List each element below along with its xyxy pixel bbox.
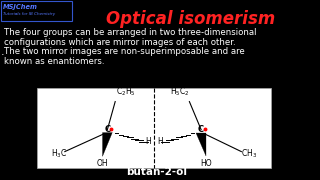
Text: .: . [1, 47, 4, 57]
Text: $\mathregular{H_3C}$: $\mathregular{H_3C}$ [51, 147, 68, 160]
Text: $\mathregular{CH_3}$: $\mathregular{CH_3}$ [241, 147, 257, 160]
Text: HO: HO [200, 159, 212, 168]
Text: Optical isomerism: Optical isomerism [106, 10, 275, 28]
Text: OH: OH [97, 159, 108, 168]
Polygon shape [196, 133, 206, 156]
Text: $\mathregular{H_5C_2}$: $\mathregular{H_5C_2}$ [170, 85, 189, 98]
Text: configurations which are mirror images of each other.: configurations which are mirror images o… [4, 37, 236, 46]
Bar [37, 88, 271, 168]
Text: butan-2-ol: butan-2-ol [126, 167, 187, 177]
Text: C: C [197, 125, 203, 134]
Text: C: C [104, 125, 111, 134]
Text: H: H [157, 137, 163, 146]
Text: known as enantiomers.: known as enantiomers. [4, 57, 104, 66]
Polygon shape [102, 133, 112, 156]
Text: MSJChem: MSJChem [3, 4, 38, 10]
Text: The two mirror images are non-superimposable and are: The two mirror images are non-superimpos… [4, 47, 245, 56]
Text: mirror: mirror [144, 80, 165, 86]
Text: Tutorials for IB Chemistry: Tutorials for IB Chemistry [3, 12, 55, 16]
Text: $\mathregular{C_2H_5}$: $\mathregular{C_2H_5}$ [116, 85, 136, 98]
Text: H: H [146, 137, 151, 146]
Text: The four groups can be arranged in two three-dimensional: The four groups can be arranged in two t… [4, 28, 256, 37]
